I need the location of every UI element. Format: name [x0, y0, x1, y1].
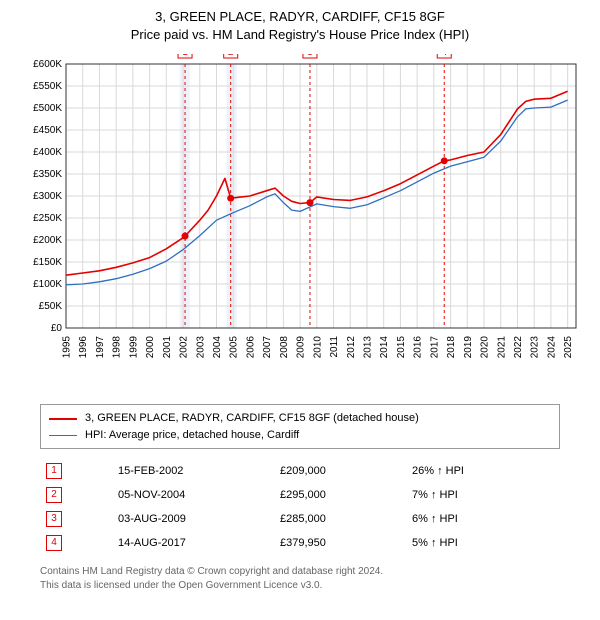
- transaction-table: 1 15-FEB-2002£209,00026% HPI 2 05-NOV-2004£…: [40, 459, 560, 555]
- txn-date: 05-NOV-2004: [112, 483, 274, 507]
- price-chart: £0 £50K £100K £150K £200K £250K £300K £350K £400…: [20, 54, 580, 394]
- svg-text:2020: 2020: [480, 336, 491, 359]
- svg-text:2011: 2011: [329, 336, 340, 358]
- txn-price: £295,000: [274, 483, 406, 507]
- svg-text:2025: 2025: [563, 336, 574, 359]
- svg-text:2008: 2008: [279, 336, 290, 359]
- svg-text:2001: 2001: [162, 336, 173, 359]
- legend-item: 3, GREEN PLACE, RADYR, CARDIFF, CF15 8GF…: [49, 410, 551, 427]
- svg-text:£400K: £400K: [33, 147, 62, 158]
- txn-date: 15-FEB-2002: [112, 459, 274, 483]
- svg-text:2014: 2014: [379, 336, 390, 359]
- svg-text:£550K: £550K: [33, 81, 62, 92]
- svg-text:£0: £0: [51, 323, 63, 334]
- svg-text:2003: 2003: [195, 336, 206, 359]
- svg-text:2000: 2000: [145, 336, 156, 359]
- chart-title: 3, GREEN PLACE, RADYR, CARDIFF, CF15 8GF…: [10, 8, 590, 44]
- svg-text:2015: 2015: [396, 336, 407, 359]
- svg-text:2019: 2019: [463, 336, 474, 359]
- table-row: 3 03-AUG-2009£285,0006% HPI: [40, 507, 560, 531]
- svg-text:2013: 2013: [362, 336, 373, 359]
- footer-line-2: This data is licensed under the Open Gov…: [40, 579, 560, 593]
- table-row: 4 14-AUG-2017£379,9505% HPI: [40, 531, 560, 555]
- svg-text:£300K: £300K: [33, 191, 62, 202]
- svg-text:£500K: £500K: [33, 103, 62, 114]
- legend: 3, GREEN PLACE, RADYR, CARDIFF, CF15 8GF…: [40, 404, 560, 449]
- txn-delta: 6% HPI: [406, 507, 560, 531]
- svg-text:£100K: £100K: [33, 279, 62, 290]
- svg-text:2002: 2002: [179, 336, 190, 359]
- svg-text:2006: 2006: [245, 336, 256, 359]
- svg-text:4: 4: [441, 54, 447, 58]
- arrow-up-icon: [431, 513, 437, 525]
- svg-text:1997: 1997: [95, 336, 106, 359]
- svg-text:1998: 1998: [112, 336, 123, 359]
- txn-date: 03-AUG-2009: [112, 507, 274, 531]
- svg-text:2: 2: [228, 54, 234, 58]
- svg-text:2004: 2004: [212, 336, 223, 359]
- txn-marker: 3: [46, 511, 62, 527]
- txn-date: 14-AUG-2017: [112, 531, 274, 555]
- svg-text:2021: 2021: [496, 336, 507, 359]
- svg-text:2005: 2005: [229, 336, 240, 359]
- legend-item: HPI: Average price, detached house, Card…: [49, 427, 551, 444]
- svg-text:2009: 2009: [296, 336, 307, 359]
- txn-delta: 26% HPI: [406, 459, 560, 483]
- svg-text:1: 1: [182, 54, 188, 58]
- table-row: 2 05-NOV-2004£295,0007% HPI: [40, 483, 560, 507]
- svg-text:£200K: £200K: [33, 235, 62, 246]
- svg-text:2007: 2007: [262, 336, 273, 359]
- svg-text:3: 3: [307, 54, 313, 58]
- table-row: 1 15-FEB-2002£209,00026% HPI: [40, 459, 560, 483]
- txn-marker: 4: [46, 535, 62, 551]
- txn-price: £379,950: [274, 531, 406, 555]
- arrow-up-icon: [431, 489, 437, 501]
- svg-text:2024: 2024: [546, 336, 557, 359]
- svg-text:2016: 2016: [413, 336, 424, 359]
- txn-price: £285,000: [274, 507, 406, 531]
- svg-text:2010: 2010: [312, 336, 323, 359]
- title-line-1: 3, GREEN PLACE, RADYR, CARDIFF, CF15 8GF: [10, 8, 590, 26]
- arrow-up-icon: [431, 537, 437, 549]
- txn-marker: 1: [46, 463, 62, 479]
- svg-text:2022: 2022: [513, 336, 524, 359]
- svg-text:2012: 2012: [346, 336, 357, 359]
- legend-swatch: [49, 435, 77, 436]
- txn-delta: 7% HPI: [406, 483, 560, 507]
- svg-text:£250K: £250K: [33, 213, 62, 224]
- svg-text:£50K: £50K: [39, 301, 63, 312]
- svg-text:1995: 1995: [62, 336, 73, 359]
- legend-label: 3, GREEN PLACE, RADYR, CARDIFF, CF15 8GF…: [85, 410, 419, 427]
- title-line-2: Price paid vs. HM Land Registry's House …: [10, 26, 590, 44]
- svg-text:1999: 1999: [128, 336, 139, 359]
- svg-text:£150K: £150K: [33, 257, 62, 268]
- txn-delta: 5% HPI: [406, 531, 560, 555]
- svg-text:2023: 2023: [530, 336, 541, 359]
- svg-text:2017: 2017: [429, 336, 440, 359]
- svg-text:£600K: £600K: [33, 59, 62, 70]
- legend-swatch: [49, 418, 77, 420]
- legend-label: HPI: Average price, detached house, Card…: [85, 427, 299, 444]
- attribution-footer: Contains HM Land Registry data © Crown c…: [40, 565, 560, 593]
- svg-text:£450K: £450K: [33, 125, 62, 136]
- svg-text:1996: 1996: [78, 336, 89, 359]
- arrow-up-icon: [437, 465, 443, 477]
- txn-marker: 2: [46, 487, 62, 503]
- footer-line-1: Contains HM Land Registry data © Crown c…: [40, 565, 560, 579]
- txn-price: £209,000: [274, 459, 406, 483]
- svg-text:2018: 2018: [446, 336, 457, 359]
- svg-text:£350K: £350K: [33, 169, 62, 180]
